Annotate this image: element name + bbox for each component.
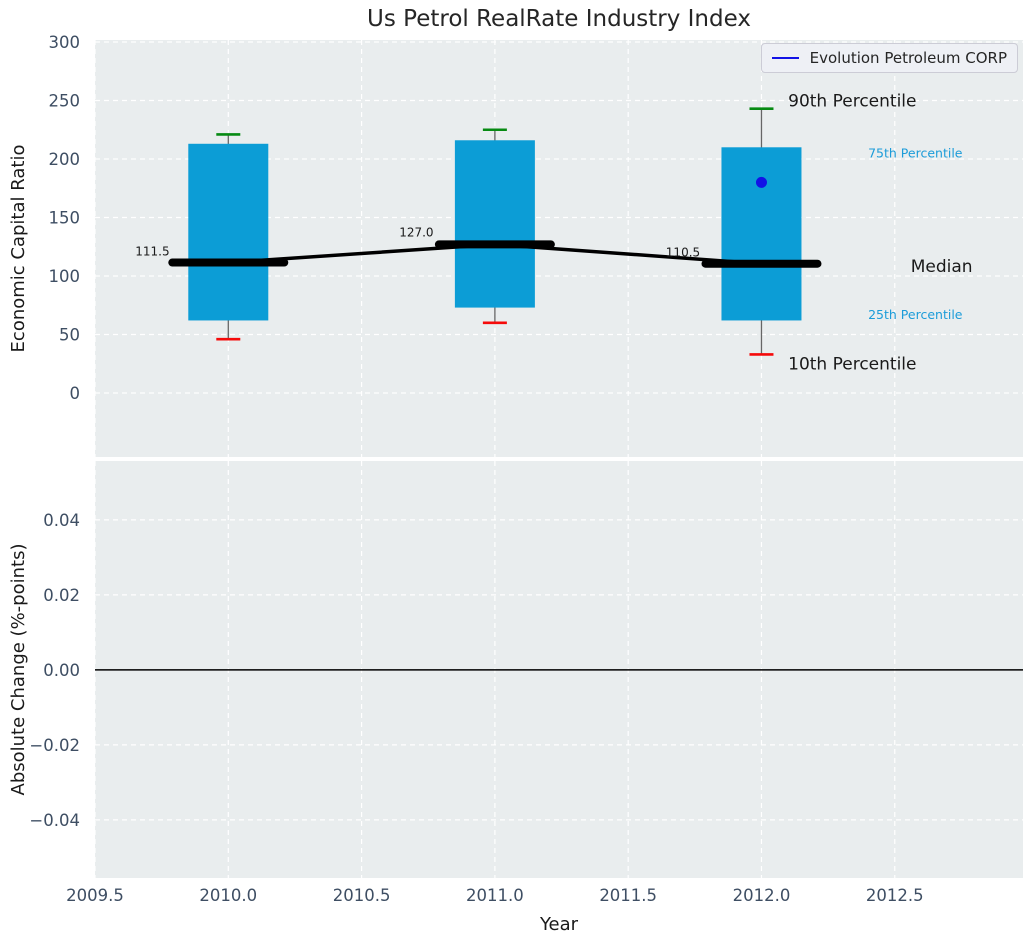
xtick-2009.5: 2009.5 [66,886,124,905]
xtick-2011.5: 2011.5 [599,886,657,905]
xtick-2010.0: 2010.0 [199,886,257,905]
bottom-ytick-0.04: 0.04 [43,511,80,530]
annotation-90th-percentile: 90th Percentile [788,91,916,111]
top-ytick-300: 300 [49,33,81,52]
xtick-2011.0: 2011.0 [466,886,524,905]
median-value-label-2: 110.5 [666,246,700,260]
chart-title: Us Petrol RealRate Industry Index [367,6,751,32]
percentile-bar-2011 [454,140,535,308]
annotation-25th-percentile: 25th Percentile [868,307,963,322]
median-value-label-1: 127.0 [399,226,433,240]
xtick-2012.0: 2012.0 [733,886,791,905]
x-axis-label: Year [539,914,579,935]
median-value-label-0: 111.5 [135,244,169,258]
percentile-bar-2010 [188,143,269,321]
bottom-y-axis-label: Absolute Change (%-points) [8,544,29,796]
percentile-bar-2012 [721,147,802,321]
bottom-ytick-0.00: 0.00 [43,661,80,680]
annotation-10th-percentile: 10th Percentile [788,355,916,375]
annotation-median: Median [911,257,973,277]
top-ytick-150: 150 [49,208,81,227]
xtick-2012.5: 2012.5 [866,886,924,905]
annotation-75th-percentile: 75th Percentile [868,146,963,161]
top-ytick-250: 250 [49,91,81,110]
legend-line-sample-icon [772,57,799,59]
top-ytick-200: 200 [49,150,81,169]
bottom-ytick-−0.04: −0.04 [29,811,80,830]
xtick-2010.5: 2010.5 [333,886,391,905]
bottom-ytick-−0.02: −0.02 [29,736,80,755]
top-ytick-100: 100 [49,267,81,286]
company-dot-2012 [755,176,767,188]
bottom-ytick-0.02: 0.02 [43,586,80,605]
top-ytick-50: 50 [59,325,80,344]
top-y-axis-label: Economic Capital Ratio [8,145,29,353]
legend: Evolution Petroleum CORP [761,43,1018,73]
top-ytick-0: 0 [70,384,81,403]
legend-label: Evolution Petroleum CORP [809,49,1007,67]
